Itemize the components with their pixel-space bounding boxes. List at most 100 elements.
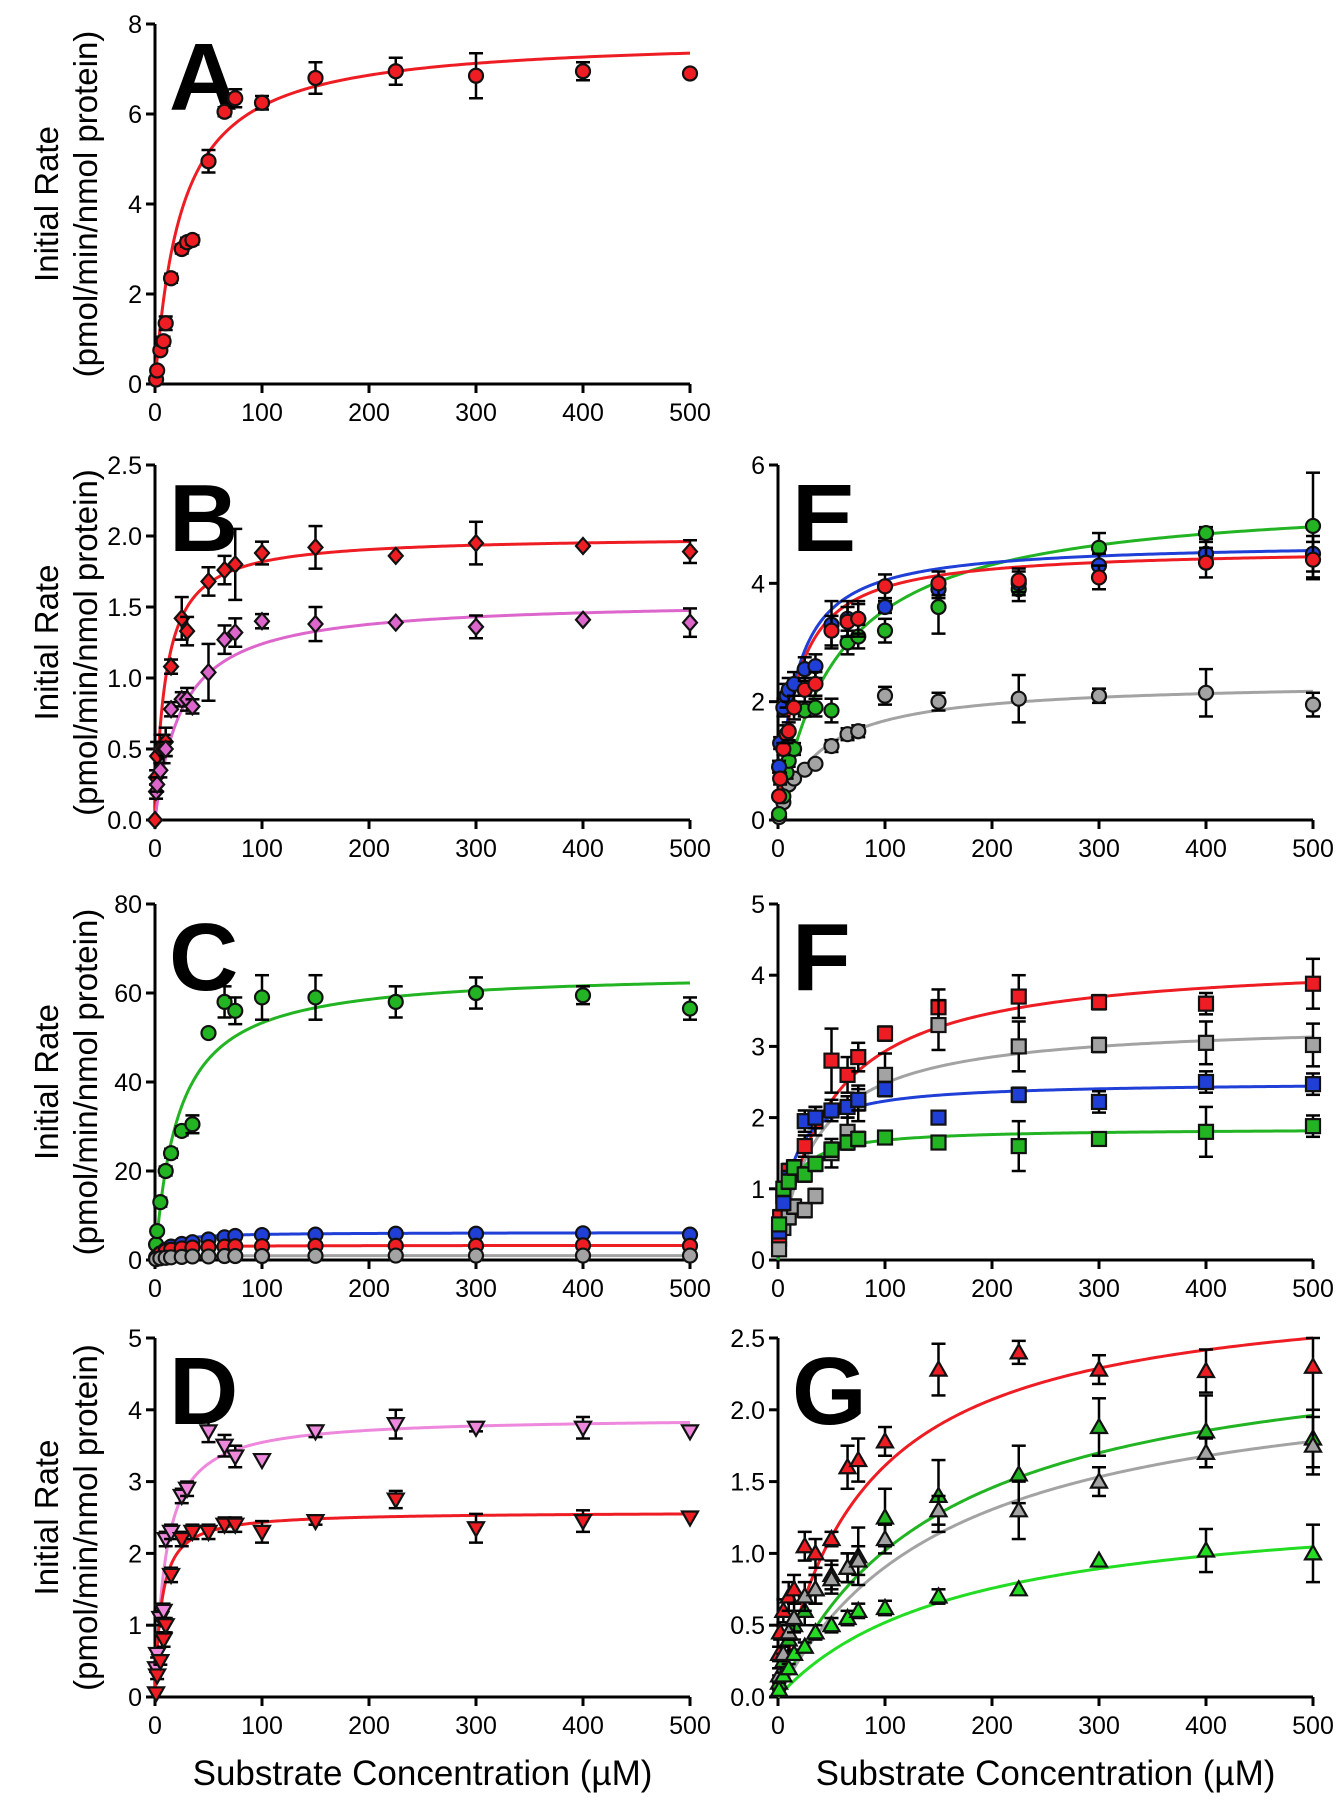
data-point [1304, 1036, 1322, 1054]
x-tick-label: 200 [348, 399, 390, 427]
x-tick-label: 400 [1185, 1712, 1227, 1740]
x-tick-label: 100 [864, 1275, 906, 1303]
data-point [253, 543, 271, 563]
y-tick-label: 20 [114, 1158, 142, 1186]
data-point [149, 362, 166, 379]
y-tick-label: 0.5 [107, 736, 142, 764]
data-point [796, 1202, 813, 1219]
data-point [1089, 1416, 1109, 1435]
data-point [467, 67, 485, 84]
y-tick-label: 0 [751, 1247, 765, 1275]
x-tick-label: 400 [562, 1712, 604, 1740]
data-point [1090, 1093, 1108, 1111]
data-point [848, 1449, 869, 1468]
data-point [823, 1102, 840, 1119]
data-point [1089, 1471, 1109, 1489]
data-point [200, 662, 217, 682]
y-axis-title-units: (pmol/min/nmol protein) [67, 909, 104, 1256]
panel-letter-G: G [792, 1338, 867, 1445]
data-point [1197, 684, 1215, 701]
x-tick-label: 100 [864, 1712, 906, 1740]
data-point [1304, 1118, 1322, 1135]
x-tick-label: 500 [1292, 1275, 1334, 1303]
data-point [805, 1579, 826, 1597]
panel-B: 0.0 0.5 1.0 1.5 2.0 2.5 0 100 200 300 400 500 B Initi… [28, 452, 711, 863]
data-point [1303, 1435, 1323, 1453]
x-tick-label: 400 [1185, 1275, 1227, 1303]
data-point [178, 621, 196, 641]
data-point [1196, 1442, 1216, 1460]
y-tick-label: 2 [128, 1540, 142, 1568]
x-tick-label: 100 [241, 399, 283, 427]
data-point [1197, 995, 1215, 1012]
data-point [466, 1521, 486, 1539]
data-point [680, 1510, 700, 1528]
y-tick-label: 6 [751, 452, 765, 480]
data-point [875, 1528, 895, 1547]
data-point [823, 1141, 840, 1158]
data-point [253, 1247, 271, 1265]
data-point [876, 1081, 894, 1098]
data-point [227, 90, 244, 107]
y-tick-label: 4 [751, 570, 765, 598]
y-tick-label: 4 [128, 1397, 142, 1425]
data-point [182, 1524, 203, 1543]
data-point [930, 575, 947, 592]
y-tick-label: 1.5 [730, 1469, 765, 1497]
y-axis-title: Initial Rate [28, 1440, 65, 1596]
data-point [157, 315, 174, 332]
x-tick-label: 500 [669, 1712, 711, 1740]
data-point [850, 723, 867, 740]
fit-curve-green [776, 1129, 1314, 1261]
x-tick-label: 0 [771, 1275, 785, 1303]
y-tick-label: 8 [128, 11, 142, 39]
data-point [778, 1658, 799, 1676]
x-tick-label: 200 [971, 1275, 1013, 1303]
data-point [574, 610, 592, 630]
data-point [769, 1679, 789, 1697]
data-point [1197, 1073, 1215, 1091]
data-point [305, 1424, 326, 1442]
x-tick-label: 100 [241, 835, 283, 863]
y-tick-label: 1.5 [107, 594, 142, 622]
x-tick-label: 0 [148, 835, 162, 863]
data-point [1197, 554, 1215, 571]
y-tick-label: 1.0 [730, 1540, 765, 1568]
data-point [807, 675, 824, 693]
y-axis-title: Initial Rate [28, 1004, 65, 1160]
data-point [1196, 1540, 1216, 1558]
data-point [1090, 1130, 1108, 1148]
x-tick-label: 100 [241, 1275, 283, 1303]
data-point [183, 696, 201, 717]
data-point [1304, 696, 1322, 713]
data-point [161, 1567, 181, 1586]
data-point [573, 1420, 593, 1438]
data-point [184, 231, 201, 249]
y-axis-title-units: (pmol/min/nmol protein) [67, 31, 104, 378]
data-point [930, 693, 947, 710]
data-point [200, 1248, 217, 1265]
y-tick-label: 6 [128, 101, 142, 129]
data-point [162, 1145, 180, 1162]
data-point [387, 546, 405, 566]
data-point [216, 629, 234, 650]
data-point [839, 1066, 856, 1083]
data-point [928, 1359, 949, 1377]
x-tick-label: 200 [348, 1275, 390, 1303]
data-point [574, 536, 592, 556]
data-point [216, 103, 233, 120]
y-tick-label: 0 [128, 371, 142, 399]
y-tick-label: 0 [128, 1247, 142, 1275]
x-tick-label: 300 [455, 835, 497, 863]
data-point [770, 805, 788, 823]
panel-C: 0 20 40 60 80 0 100 200 300 400 500 C Initial Rate (p… [28, 891, 711, 1303]
data-point [1197, 1123, 1215, 1140]
fit-curve-grey [776, 1035, 1314, 1261]
data-point [794, 1536, 815, 1554]
data-point [823, 622, 840, 639]
x-tick-label: 400 [1185, 835, 1227, 863]
data-point [162, 656, 180, 677]
data-point [157, 739, 175, 759]
data-point [1304, 1076, 1322, 1093]
x-tick-label: 500 [669, 835, 711, 863]
